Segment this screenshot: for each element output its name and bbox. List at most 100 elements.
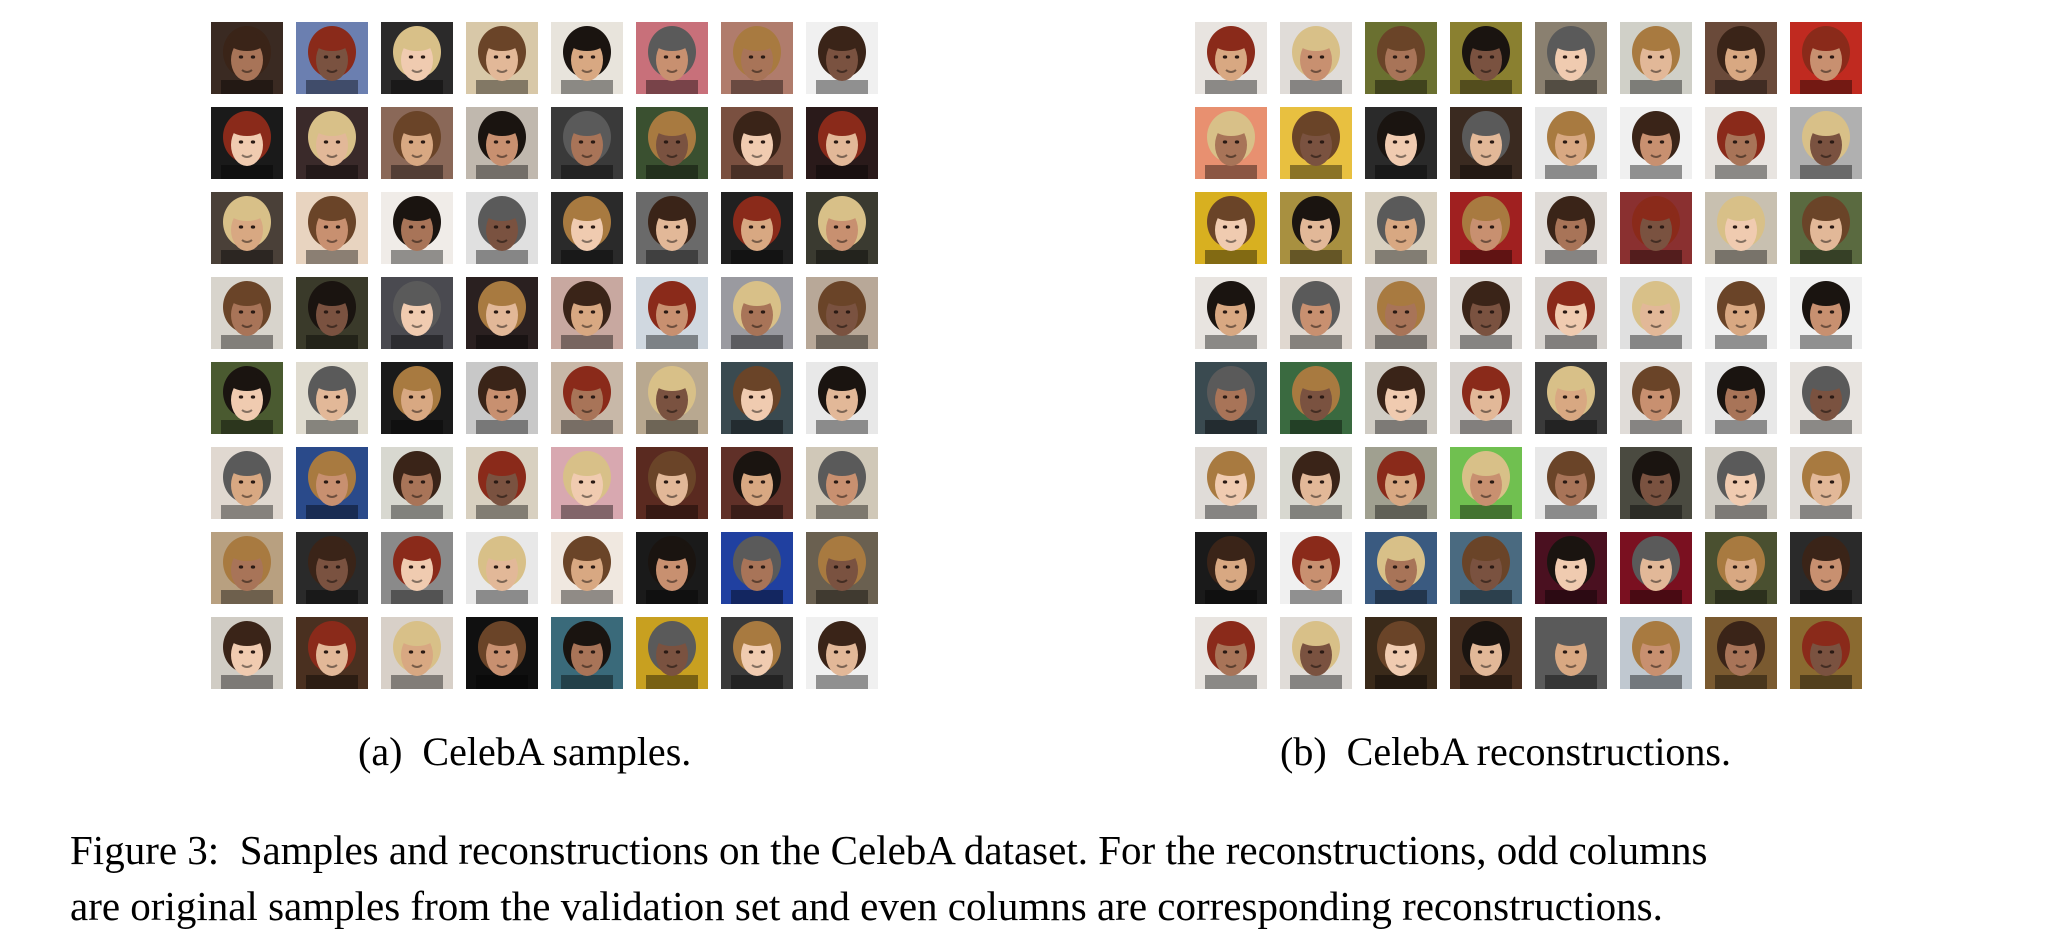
face-thumbnail	[1790, 277, 1862, 349]
subcaption-b: (b) CelebA reconstructions.	[1280, 728, 1731, 775]
panel-a-celeba-samples	[211, 22, 878, 689]
face-thumbnail	[551, 447, 623, 519]
face-thumbnail	[721, 192, 793, 264]
image-grid-samples	[211, 22, 878, 689]
subcaption-a-text: CelebA samples.	[422, 729, 692, 774]
face-thumbnail	[1535, 192, 1607, 264]
face-thumbnail	[211, 447, 283, 519]
face-thumbnail	[1450, 107, 1522, 179]
face-thumbnail	[1535, 22, 1607, 94]
face-thumbnail	[211, 617, 283, 689]
face-thumbnail	[721, 22, 793, 94]
face-thumbnail	[296, 22, 368, 94]
image-grid-reconstructions	[1195, 22, 1862, 689]
face-thumbnail	[1790, 532, 1862, 604]
face-thumbnail	[636, 277, 708, 349]
face-thumbnail	[1705, 22, 1777, 94]
face-thumbnail	[1195, 617, 1267, 689]
face-thumbnail	[1705, 447, 1777, 519]
face-thumbnail	[1620, 362, 1692, 434]
face-thumbnail	[551, 277, 623, 349]
face-thumbnail	[296, 617, 368, 689]
face-thumbnail	[1790, 362, 1862, 434]
face-thumbnail	[636, 447, 708, 519]
face-thumbnail	[381, 362, 453, 434]
face-thumbnail	[1195, 192, 1267, 264]
face-thumbnail	[721, 532, 793, 604]
face-thumbnail	[211, 532, 283, 604]
face-thumbnail	[1365, 107, 1437, 179]
face-thumbnail	[1450, 192, 1522, 264]
face-thumbnail	[551, 107, 623, 179]
face-thumbnail	[551, 617, 623, 689]
face-thumbnail	[1450, 617, 1522, 689]
face-thumbnail	[466, 447, 538, 519]
face-thumbnail	[1450, 22, 1522, 94]
face-thumbnail	[1195, 447, 1267, 519]
face-thumbnail	[381, 107, 453, 179]
face-thumbnail	[1790, 107, 1862, 179]
face-thumbnail	[211, 192, 283, 264]
face-thumbnail	[1705, 532, 1777, 604]
face-thumbnail	[296, 107, 368, 179]
face-thumbnail	[211, 362, 283, 434]
face-thumbnail	[636, 192, 708, 264]
face-thumbnail	[551, 362, 623, 434]
face-thumbnail	[806, 447, 878, 519]
face-thumbnail	[1790, 192, 1862, 264]
face-thumbnail	[466, 107, 538, 179]
face-thumbnail	[381, 277, 453, 349]
face-thumbnail	[1705, 277, 1777, 349]
face-thumbnail	[1535, 362, 1607, 434]
face-thumbnail	[381, 532, 453, 604]
figure-caption-line-1: Figure 3: Samples and reconstructions on…	[70, 822, 2010, 878]
face-thumbnail	[296, 192, 368, 264]
face-thumbnail	[721, 447, 793, 519]
figure-caption: Figure 3: Samples and reconstructions on…	[70, 822, 2010, 934]
face-thumbnail	[1195, 277, 1267, 349]
face-thumbnail	[296, 532, 368, 604]
face-thumbnail	[1450, 532, 1522, 604]
face-thumbnail	[1790, 22, 1862, 94]
face-thumbnail	[1365, 447, 1437, 519]
face-thumbnail	[1450, 277, 1522, 349]
face-thumbnail	[1280, 277, 1352, 349]
face-thumbnail	[806, 362, 878, 434]
face-thumbnail	[296, 277, 368, 349]
face-thumbnail	[1280, 447, 1352, 519]
face-thumbnail	[1620, 532, 1692, 604]
figure-label: Figure 3:	[70, 827, 220, 873]
face-thumbnail	[466, 362, 538, 434]
face-thumbnail	[1195, 362, 1267, 434]
face-thumbnail	[1450, 362, 1522, 434]
face-thumbnail	[636, 532, 708, 604]
face-thumbnail	[1705, 192, 1777, 264]
face-thumbnail	[1790, 617, 1862, 689]
face-thumbnail	[1535, 532, 1607, 604]
face-thumbnail	[296, 447, 368, 519]
subcaption-a: (a) CelebA samples.	[358, 728, 691, 775]
face-thumbnail	[466, 192, 538, 264]
face-thumbnail	[1535, 277, 1607, 349]
face-thumbnail	[1365, 22, 1437, 94]
face-thumbnail	[806, 107, 878, 179]
face-thumbnail	[1535, 617, 1607, 689]
face-thumbnail	[1790, 447, 1862, 519]
face-thumbnail	[211, 277, 283, 349]
face-thumbnail	[466, 277, 538, 349]
face-thumbnail	[1280, 617, 1352, 689]
face-thumbnail	[551, 22, 623, 94]
face-thumbnail	[806, 277, 878, 349]
face-thumbnail	[211, 107, 283, 179]
figure-caption-text-2: are original samples from the validation…	[70, 883, 1663, 929]
face-thumbnail	[1620, 447, 1692, 519]
face-thumbnail	[1280, 22, 1352, 94]
face-thumbnail	[1280, 107, 1352, 179]
face-thumbnail	[466, 22, 538, 94]
face-thumbnail	[806, 532, 878, 604]
face-thumbnail	[721, 277, 793, 349]
face-thumbnail	[1195, 22, 1267, 94]
face-thumbnail	[806, 617, 878, 689]
face-thumbnail	[1280, 362, 1352, 434]
face-thumbnail	[636, 22, 708, 94]
